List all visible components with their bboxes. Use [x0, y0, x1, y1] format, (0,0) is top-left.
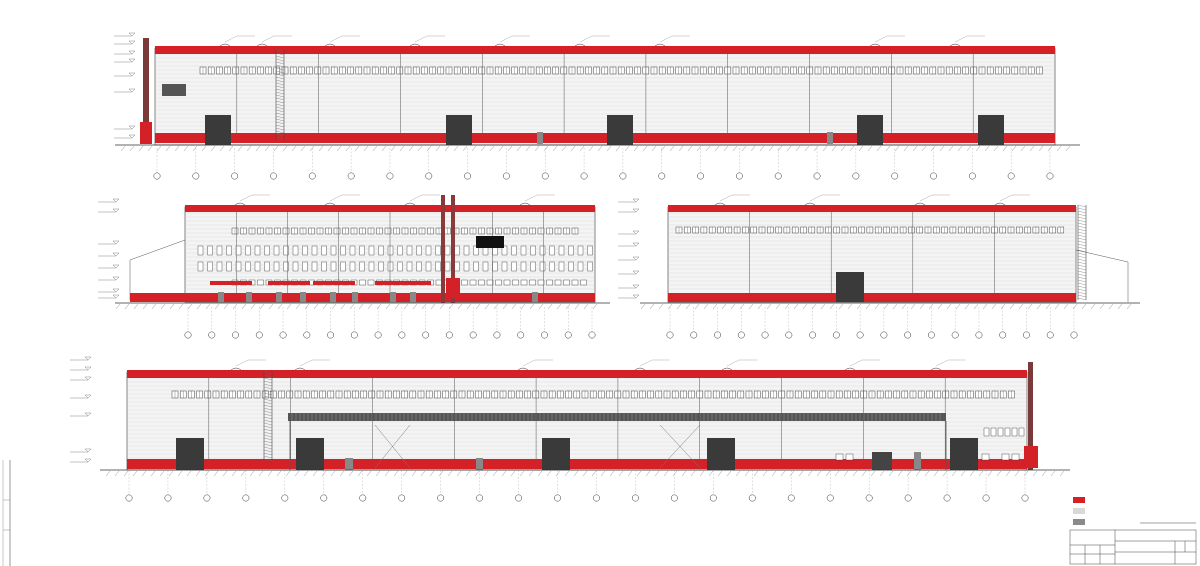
- sheet-frame: [2, 460, 11, 566]
- expansion-joints: [236, 54, 974, 133]
- external-stair: [275, 49, 285, 140]
- legend-swatch-0: [1073, 497, 1085, 503]
- window-rows: [197, 227, 593, 286]
- legend-swatch-2: [1073, 519, 1085, 525]
- stack: [143, 38, 149, 144]
- window-strip: [199, 66, 1043, 75]
- legend-swatch-1: [1073, 508, 1085, 514]
- elevation-2: [98, 194, 610, 339]
- elevation-1: [114, 32, 1080, 180]
- roof-vents: [219, 35, 985, 47]
- grid-axes: [153, 148, 1054, 180]
- level-marks: [114, 32, 136, 139]
- title-block: [1069, 522, 1197, 565]
- gates: [205, 115, 1004, 145]
- elevation-3: [618, 194, 1140, 339]
- gates: [176, 438, 978, 470]
- canopy: [288, 413, 946, 421]
- elevation-4: [70, 356, 1070, 502]
- legend: [1073, 497, 1085, 525]
- plinth-band: [155, 133, 1055, 143]
- parapet-band: [155, 46, 1055, 54]
